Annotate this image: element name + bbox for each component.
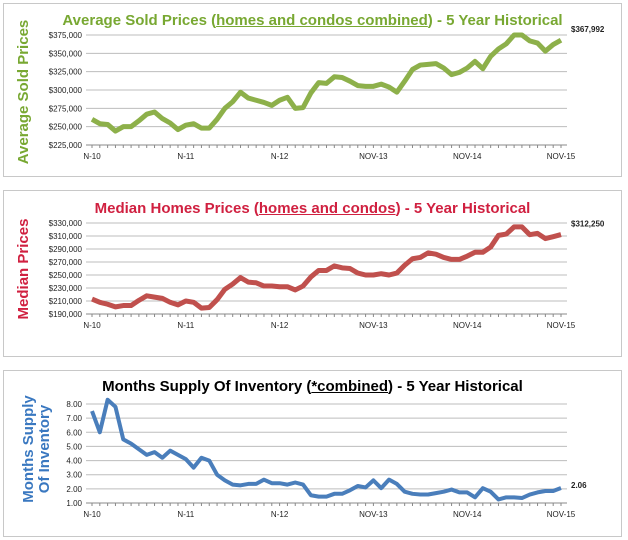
x-tick-label: NOV-13 bbox=[359, 321, 388, 330]
median-price-panel: Median Homes Prices (homes and condos) -… bbox=[3, 190, 622, 357]
y-tick-label: 5.00 bbox=[66, 442, 82, 451]
x-tick-label: N-12 bbox=[271, 321, 289, 330]
x-tick-label: NOV-13 bbox=[359, 152, 388, 161]
title-part: Average Sold Prices ( bbox=[62, 12, 217, 29]
x-tick-label: N-10 bbox=[83, 510, 101, 519]
y-tick-label: $270,000 bbox=[49, 258, 83, 267]
y-tick-label: 8.00 bbox=[66, 400, 82, 409]
title-underlined: homes and condos combined bbox=[216, 12, 428, 29]
data-line bbox=[91, 224, 562, 311]
y-tick-label: $225,000 bbox=[49, 141, 83, 150]
average-price-panel: Average Sold Prices (homes and condos co… bbox=[3, 3, 622, 177]
y-tick-label: $330,000 bbox=[49, 219, 83, 228]
title-part: Months Supply Of Inventory ( bbox=[102, 378, 312, 395]
y-tick-label: $325,000 bbox=[49, 68, 83, 77]
x-tick-label: NOV-14 bbox=[453, 321, 482, 330]
y-tick-label: 2.00 bbox=[66, 485, 82, 494]
y-tick-label: $290,000 bbox=[49, 245, 83, 254]
inventory-panel: Months Supply Of Inventory (*combined) -… bbox=[3, 370, 622, 537]
x-tick-label: NOV-15 bbox=[547, 321, 576, 330]
y-tick-label: $230,000 bbox=[49, 284, 83, 293]
y-tick-label: $300,000 bbox=[49, 86, 83, 95]
chart-title: Months Supply Of Inventory (*combined) -… bbox=[4, 378, 621, 395]
title-part: ) - 5 Year Historical bbox=[395, 200, 531, 217]
chart-svg: $190,000 $210,000 $230,000 $250,000 $270,000… bbox=[49, 219, 605, 330]
y-tick-label: 6.00 bbox=[66, 428, 82, 437]
x-tick-label: N-11 bbox=[177, 152, 194, 161]
x-tick-label: NOV-15 bbox=[547, 510, 576, 519]
y-tick-label: $190,000 bbox=[49, 310, 83, 319]
y-tick-label: $375,000 bbox=[49, 31, 83, 40]
y-tick-label: 7.00 bbox=[66, 414, 82, 423]
y-tick-label: $275,000 bbox=[49, 104, 83, 113]
chart-svg: 1.00 2.00 3.00 4.00 5.00 6.00 7.00 8.00 N-10 N-11… bbox=[66, 397, 587, 519]
x-tick-label: N-12 bbox=[271, 152, 289, 161]
x-tick-label: N-11 bbox=[177, 510, 194, 519]
end-value-label: $367,992 bbox=[571, 25, 605, 34]
chart-title: Average Sold Prices (homes and condos co… bbox=[4, 12, 621, 29]
data-line bbox=[90, 397, 562, 502]
chart-title: Median Homes Prices (homes and condos) -… bbox=[4, 200, 621, 217]
title-underlined: *combined bbox=[311, 378, 389, 395]
y-tick-label: $250,000 bbox=[49, 271, 83, 280]
x-tick-label: N-11 bbox=[177, 321, 194, 330]
end-value-label: 2.06 bbox=[571, 481, 587, 490]
x-tick-label: NOV-13 bbox=[359, 510, 388, 519]
x-tick-label: N-10 bbox=[83, 152, 101, 161]
y-tick-label: $350,000 bbox=[49, 49, 83, 58]
x-tick-label: N-12 bbox=[271, 510, 289, 519]
x-tick-label: NOV-14 bbox=[453, 152, 482, 161]
chart-svg: $225,000 $250,000 $275,000 $300,000 $325,000… bbox=[49, 25, 605, 161]
y-tick-label: $310,000 bbox=[49, 232, 83, 241]
y-tick-label: 4.00 bbox=[66, 457, 82, 466]
y-tick-label: $210,000 bbox=[49, 297, 83, 306]
title-part: ) - 5 Year Historical bbox=[427, 12, 563, 29]
title-part: ) - 5 Year Historical bbox=[388, 378, 523, 395]
title-underlined: homes and condos bbox=[258, 200, 396, 217]
x-tick-label: NOV-14 bbox=[453, 510, 482, 519]
x-tick-label: N-10 bbox=[83, 321, 101, 330]
x-tick-label: NOV-15 bbox=[547, 152, 576, 161]
y-tick-label: 1.00 bbox=[66, 499, 82, 508]
end-value-label: $312,250 bbox=[571, 220, 605, 229]
title-part: Median Homes Prices ( bbox=[94, 200, 259, 217]
y-tick-label: $250,000 bbox=[49, 123, 83, 132]
data-line bbox=[90, 32, 563, 134]
y-tick-label: 3.00 bbox=[66, 471, 82, 480]
